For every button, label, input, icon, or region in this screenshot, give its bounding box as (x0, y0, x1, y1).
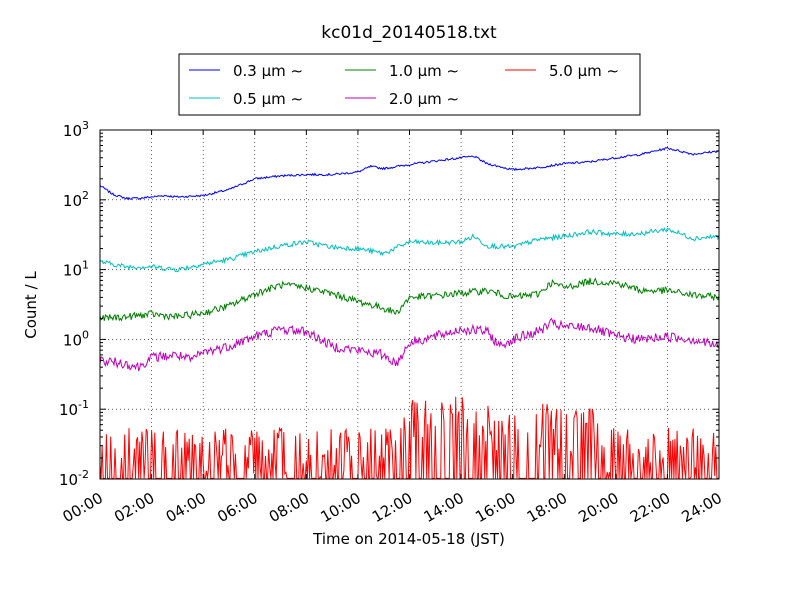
series-line (99, 277, 720, 322)
x-tick-label: 18:00 (524, 489, 570, 526)
y-tick-label: 10-2 (59, 468, 89, 489)
plot-area (99, 129, 720, 480)
x-tick-label: 02:00 (111, 489, 157, 526)
y-axis-label: Count / L (22, 271, 40, 339)
legend-label: 0.5 μm ∼ (233, 90, 303, 108)
y-tick-label: 103 (63, 119, 89, 140)
legend-label: 0.3 μm ∼ (233, 62, 303, 80)
x-tick-label: 08:00 (266, 489, 312, 526)
legend: 0.3 μm ∼ 0.5 μm ∼ 1.0 μm ∼ 2.0 μm ∼ 5.0 μm ∼ (178, 53, 641, 116)
ticks (99, 129, 720, 480)
x-tick-label: 12:00 (369, 489, 415, 526)
legend-label: 1.0 μm ∼ (389, 62, 459, 80)
x-tick-label: 14:00 (421, 489, 467, 526)
legend-label: 2.0 μm ∼ (389, 90, 459, 108)
x-tick-label: 04:00 (163, 489, 209, 526)
x-tick-labels: 00:00 02:00 04:00 06:00 08:00 10:00 12:00 14:00… (60, 489, 725, 526)
series-line (99, 317, 720, 372)
chart-title: kc01d_20140518.txt (321, 23, 497, 43)
x-axis-label: Time on 2014-05-18 (JST) (312, 530, 505, 548)
plot-background (100, 130, 719, 479)
y-tick-labels: 10-2 10-1 100 101 102 103 (59, 119, 89, 489)
series-line (99, 147, 720, 201)
x-tick-label: 22:00 (627, 489, 673, 526)
y-tick-label: 101 (63, 259, 89, 280)
series-line (99, 226, 720, 273)
x-tick-label: 00:00 (60, 489, 106, 526)
x-tick-label: 10:00 (317, 489, 363, 526)
legend-box (178, 53, 641, 116)
x-tick-label: 06:00 (214, 489, 260, 526)
x-tick-label: 16:00 (472, 489, 518, 526)
x-tick-label: 20:00 (575, 489, 621, 526)
legend-label: 5.0 μm ∼ (549, 62, 619, 80)
x-tick-label: 24:00 (679, 489, 725, 526)
y-tick-label: 10-1 (59, 398, 89, 419)
y-tick-label: 102 (63, 189, 89, 210)
y-tick-label: 100 (63, 328, 89, 349)
